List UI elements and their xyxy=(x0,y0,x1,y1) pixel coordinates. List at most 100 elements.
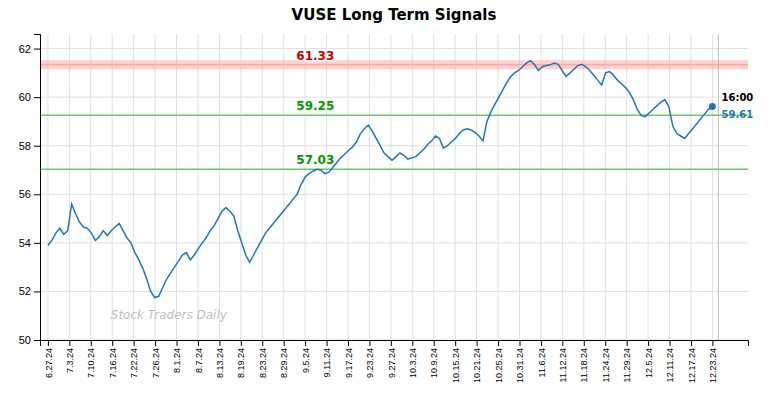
x-tick-label: 8.19.24 xyxy=(236,348,246,378)
x-tick: 8.13.24 xyxy=(215,340,225,378)
y-tick: 58 xyxy=(19,140,40,152)
x-tick-mark xyxy=(348,340,349,346)
x-tick-label: 11.12.24 xyxy=(558,348,568,382)
x-tick-mark xyxy=(177,340,178,346)
grid-line xyxy=(47,34,48,340)
x-tick-label: 9.11.24 xyxy=(322,348,332,377)
reference-label: 57.03 xyxy=(296,153,334,167)
x-tick: 10.21.24 xyxy=(472,340,482,383)
grid-line xyxy=(412,34,413,340)
grid-line xyxy=(197,34,198,340)
y-tick-label: 60 xyxy=(19,91,31,103)
x-tick: 7.10.24 xyxy=(86,340,96,378)
x-tick: 10.15.24 xyxy=(451,340,461,383)
x-tick-label: 8.29.24 xyxy=(279,348,289,378)
y-tick-label: 62 xyxy=(19,43,31,55)
x-tick-label: 8.1.24 xyxy=(172,348,182,373)
grid-line xyxy=(40,194,748,195)
grid-line xyxy=(648,34,649,340)
x-tick-label: 6.27.24 xyxy=(44,348,54,378)
x-tick-mark xyxy=(219,340,220,346)
x-tick-mark xyxy=(112,340,113,346)
y-tick: 56 xyxy=(19,188,40,200)
x-tick-mark xyxy=(584,340,585,346)
x-tick-label: 10.15.24 xyxy=(451,348,461,383)
x-tick-label: 11.6.24 xyxy=(537,348,547,377)
x-tick: 7.16.24 xyxy=(108,340,118,378)
grid-line xyxy=(40,97,748,98)
grid xyxy=(40,34,748,340)
y-tick-mark xyxy=(34,194,40,195)
x-tick-mark xyxy=(691,340,692,346)
x-tick: 11.29.24 xyxy=(622,340,632,382)
x-tick: 8.29.24 xyxy=(279,340,289,378)
title: VUSE Long Term Signals xyxy=(292,6,497,24)
watermark: Stock Traders Daily xyxy=(111,308,228,322)
x-tick-label: 12.11.24 xyxy=(665,348,675,382)
grid-line xyxy=(133,34,134,340)
grid-line xyxy=(155,34,156,340)
x-tick-label: 7.22.24 xyxy=(129,348,139,378)
x-tick-label: 12.5.24 xyxy=(644,348,654,378)
x-tick-mark xyxy=(241,340,242,346)
x-tick-label: 11.24.24 xyxy=(601,348,611,382)
chart: VUSE Long Term Signals 6.27.24 7.3.24 7.10.… xyxy=(0,0,784,398)
x-tick-mark xyxy=(198,340,199,346)
x-tick: 9.11.24 xyxy=(322,340,332,377)
grid-line xyxy=(455,34,456,340)
y-axis-line xyxy=(34,35,41,341)
grid-line xyxy=(669,34,670,340)
grid-line xyxy=(219,34,220,340)
grid-line xyxy=(40,242,748,243)
x-tick-mark xyxy=(498,340,499,346)
x-tick-mark xyxy=(262,340,263,346)
x-tick-label: 7.26.24 xyxy=(151,348,161,378)
x-tick-label: 8.7.24 xyxy=(194,348,204,373)
grid-line xyxy=(540,34,541,340)
reference-line xyxy=(40,64,748,66)
x-tick: 9.17.24 xyxy=(344,340,354,378)
y-tick-mark xyxy=(34,49,40,50)
x-tick-label: 8.23.24 xyxy=(258,348,268,378)
x-tick: 11.18.24 xyxy=(579,340,589,382)
reference-label: 59.25 xyxy=(296,99,334,113)
x-tick-mark xyxy=(284,340,285,346)
x-tick: 8.23.24 xyxy=(258,340,268,378)
reference-label: 61.33 xyxy=(296,49,334,63)
x-tick-mark xyxy=(477,340,478,346)
x-tick-mark xyxy=(91,340,92,346)
x-tick-label: 12.23.24 xyxy=(708,348,718,383)
x-tick: 10.25.24 xyxy=(494,340,504,383)
x-tick: 10.3.24 xyxy=(408,340,418,378)
x-tick: 7.3.24 xyxy=(65,340,75,373)
x-tick: 8.7.24 xyxy=(194,340,204,373)
x-tick-mark xyxy=(627,340,628,346)
last-price-label: 59.61 xyxy=(721,109,753,120)
x-tick: 12.5.24 xyxy=(644,340,654,378)
y-tick-mark xyxy=(34,291,40,292)
x-tick-mark xyxy=(155,340,156,346)
grid-line xyxy=(40,291,748,292)
y-tick: 54 xyxy=(19,237,40,249)
x-tick-mark xyxy=(391,340,392,346)
x-axis: 6.27.24 7.3.24 7.10.24 7.16.24 7.22.24 7.26.2… xyxy=(41,340,749,383)
x-tick-mark xyxy=(412,340,413,346)
x-tick: 11.24.24 xyxy=(601,340,611,382)
y-tick-label: 58 xyxy=(19,140,31,152)
x-tick-label: 11.29.24 xyxy=(622,348,632,382)
x-tick-label: 9.5.24 xyxy=(301,348,311,373)
y-tick: 52 xyxy=(19,285,40,297)
x-tick: 7.22.24 xyxy=(129,340,139,378)
y-tick-mark xyxy=(34,146,40,147)
x-tick: 11.6.24 xyxy=(537,340,547,377)
grid-line xyxy=(433,34,434,340)
x-tick-label: 7.10.24 xyxy=(86,348,96,378)
x-tick-label: 9.17.24 xyxy=(344,348,354,378)
x-tick-mark xyxy=(305,340,306,346)
y-tick-label: 56 xyxy=(19,188,31,200)
x-tick: 8.19.24 xyxy=(236,340,246,378)
x-tick-mark xyxy=(562,340,563,346)
grid-line xyxy=(69,34,70,340)
x-tick: 6.27.24 xyxy=(44,340,54,378)
x-tick-mark xyxy=(327,340,328,346)
